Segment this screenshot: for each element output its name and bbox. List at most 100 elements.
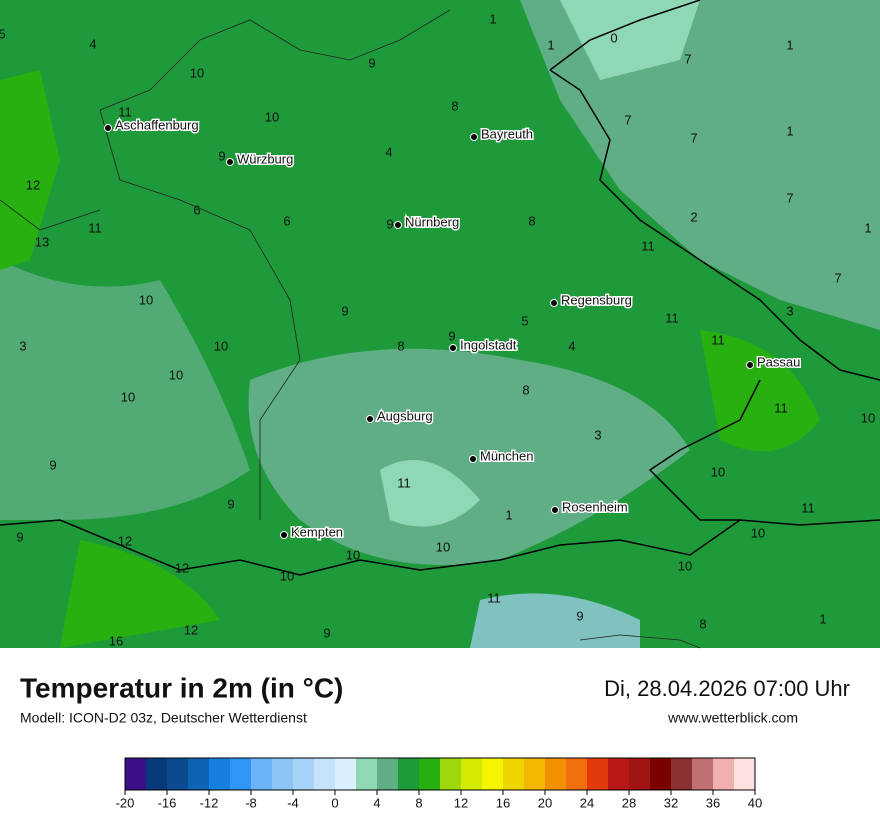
color-bin: [335, 758, 356, 790]
region-border: [0, 199, 101, 231]
warm-area: [0, 70, 60, 270]
tick-label: 28: [622, 795, 636, 810]
warm-area: [60, 540, 220, 648]
map-value: 10: [678, 558, 692, 573]
map-value: 7: [624, 112, 631, 127]
color-bin: [713, 758, 734, 790]
map-value: 10: [265, 109, 279, 124]
map-value: 1: [505, 507, 512, 522]
tick-label: 36: [706, 795, 720, 810]
map-value: 12: [175, 560, 189, 575]
tick-label: 24: [580, 795, 594, 810]
color-bin: [419, 758, 440, 790]
map-value: 9: [576, 608, 583, 623]
city-dot: [449, 344, 457, 352]
map-value: 10: [190, 65, 204, 80]
map-value: 10: [169, 367, 183, 382]
color-bin: [629, 758, 650, 790]
map-value: 11: [801, 500, 815, 515]
color-bin: [545, 758, 566, 790]
border: [549, 69, 880, 381]
cool-area: [248, 348, 691, 565]
tick-label: 0: [331, 795, 338, 810]
color-bin: [608, 758, 629, 790]
map-value: 7: [690, 130, 697, 145]
tick-label: -16: [158, 795, 177, 810]
color-bin: [314, 758, 335, 790]
city-dot: [746, 361, 754, 369]
map-value: 6: [283, 213, 290, 228]
color-bin: [293, 758, 314, 790]
map-value: 13: [35, 234, 49, 249]
city-dot: [226, 158, 234, 166]
map-value: 11: [397, 475, 411, 490]
color-bin: [188, 758, 209, 790]
map-value: 3: [19, 338, 26, 353]
map-value: 10: [711, 464, 725, 479]
map-value: 0: [610, 30, 617, 45]
map-value: 5: [521, 313, 528, 328]
map-value: 7: [786, 190, 793, 205]
city-dot: [280, 531, 288, 539]
color-bin: [650, 758, 671, 790]
map-value: 7: [834, 270, 841, 285]
color-bin: [671, 758, 692, 790]
map-value: 10: [139, 292, 153, 307]
region-border: [579, 634, 701, 649]
map-value: 11: [118, 104, 132, 119]
tick-label: -12: [200, 795, 219, 810]
map-value: 9: [386, 216, 393, 231]
map-value: 10: [214, 338, 228, 353]
city-name: Nürnberg: [405, 214, 459, 229]
border: [0, 519, 880, 576]
color-bin: [734, 758, 755, 790]
color-bin: [566, 758, 587, 790]
map-value: 8: [451, 98, 458, 113]
map-value: 16: [109, 633, 123, 648]
color-bin: [482, 758, 503, 790]
color-bin: [377, 758, 398, 790]
cold-area: [470, 593, 640, 648]
date: Di, 28.04.2026 07:00 Uhr: [604, 676, 850, 701]
tick-label: 12: [454, 795, 468, 810]
map-value: 10: [861, 410, 875, 425]
tick-label: -8: [245, 795, 257, 810]
city-dot: [551, 506, 559, 514]
map-value: 1: [489, 11, 496, 26]
color-bin: [587, 758, 608, 790]
map-value: 5: [0, 26, 6, 41]
map-value: 9: [16, 529, 23, 544]
map-value: 9: [368, 55, 375, 70]
map-value: 9: [448, 328, 455, 343]
city-name: München: [480, 448, 533, 463]
city-name: Rosenheim: [562, 499, 628, 514]
map-value: 8: [528, 213, 535, 228]
city-dot: [394, 221, 402, 229]
city-name: Ingolstadt: [460, 337, 517, 352]
legend-frame: [124, 757, 756, 791]
map-value: 7: [684, 51, 691, 66]
region-border: [99, 9, 451, 111]
cold-area: [560, 0, 700, 80]
map-value: 1: [819, 611, 826, 626]
map-value: 9: [341, 303, 348, 318]
map-value: 9: [227, 496, 234, 511]
color-bin: [230, 758, 251, 790]
color-legend: -20 -16 -12 -8 -4 0 4 8 12 16 20 24 28 32 36 40: [116, 757, 762, 810]
website: www.wetterblick.com: [667, 710, 798, 726]
map-value: 4: [568, 338, 575, 353]
tick-label: 16: [496, 795, 510, 810]
color-bin: [251, 758, 272, 790]
cool-area: [0, 260, 250, 520]
map-value: 4: [89, 36, 96, 51]
color-bin: [503, 758, 524, 790]
map-value: 11: [88, 220, 102, 235]
region-border: [99, 109, 301, 520]
title: Temperatur in 2m (in °C): [20, 672, 343, 703]
map-value: 4: [385, 144, 392, 159]
border: [549, 0, 701, 71]
color-bin: [167, 758, 188, 790]
color-bin: [146, 758, 167, 790]
map-value: 12: [118, 533, 132, 548]
map-value: 12: [184, 622, 198, 637]
